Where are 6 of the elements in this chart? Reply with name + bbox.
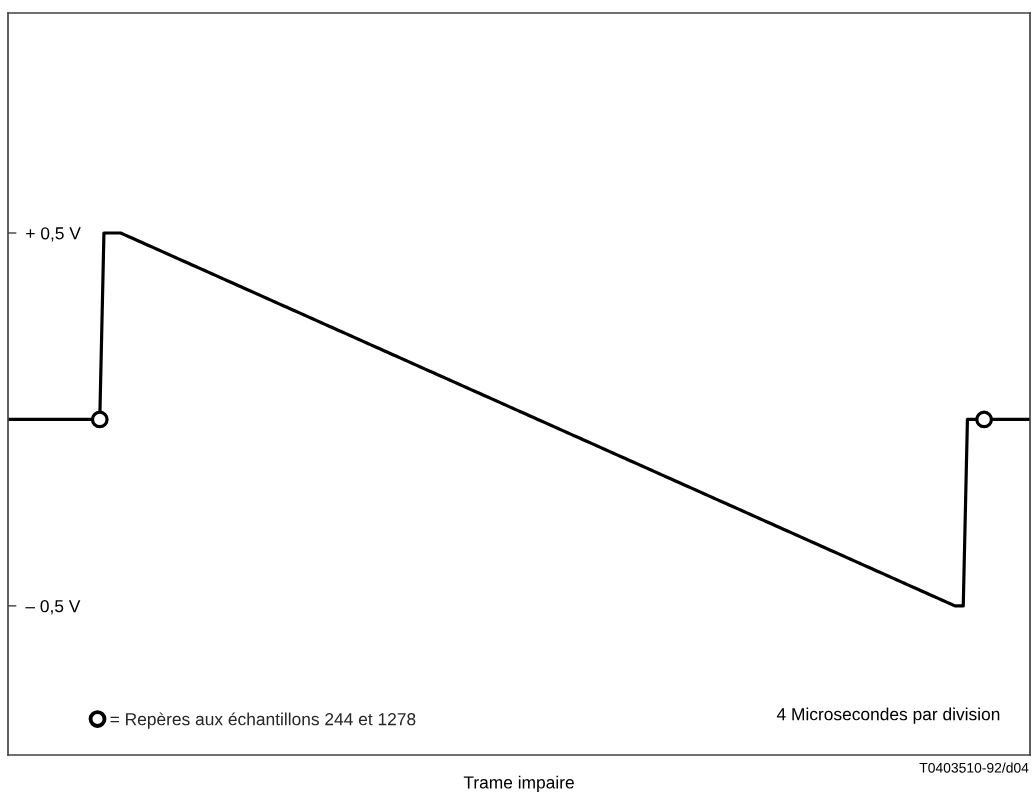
- y-tick-label: – 0,5 V: [25, 600, 81, 615]
- x-axis-title: Trame impaire: [463, 775, 574, 793]
- text: T0403510-92/d04: [919, 762, 1029, 773]
- legend-label: = Repères aux échantillons 244 et 1278: [110, 712, 416, 729]
- y-tick-label: + 0,5 V: [26, 227, 81, 242]
- annotation: 4 Microsecondes par division: [776, 707, 1000, 724]
